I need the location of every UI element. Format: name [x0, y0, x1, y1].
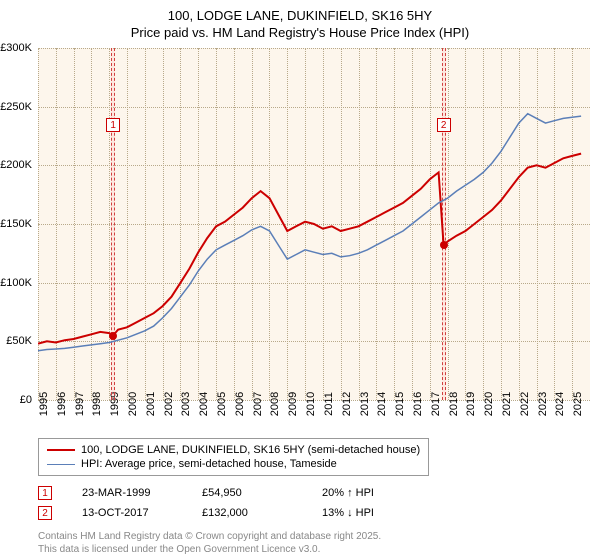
y-tick-label: £100K — [0, 277, 32, 289]
legend-row: 100, LODGE LANE, DUKINFIELD, SK16 5HY (s… — [47, 443, 420, 457]
legend-box: 100, LODGE LANE, DUKINFIELD, SK16 5HY (s… — [38, 438, 429, 476]
sales-row-date: 23-MAR-1999 — [82, 487, 172, 499]
chart-plot-area: £0£50K£100K£150K£200K£250K£300K199519961… — [38, 48, 590, 400]
sales-row: 2 13-OCT-2017 £132,000 13% ↓ HPI — [38, 506, 590, 520]
legend-label: HPI: Average price, semi-detached house,… — [81, 458, 337, 470]
y-tick-label: £250K — [0, 101, 32, 113]
title-line-1: 100, LODGE LANE, DUKINFIELD, SK16 5HY — [0, 8, 600, 23]
legend-swatch — [47, 464, 75, 465]
attribution-text: Contains HM Land Registry data © Crown c… — [38, 530, 381, 556]
y-tick-label: £50K — [6, 335, 32, 347]
y-tick-label: £200K — [0, 159, 32, 171]
sales-row-marker: 1 — [38, 486, 52, 500]
legend-row: HPI: Average price, semi-detached house,… — [47, 457, 420, 471]
chart-container: 100, LODGE LANE, DUKINFIELD, SK16 5HY Pr… — [0, 0, 600, 560]
series-price_paid — [38, 154, 581, 344]
sales-row-date: 13-OCT-2017 — [82, 507, 172, 519]
y-tick-label: £0 — [20, 394, 32, 406]
sales-row-delta: 20% ↑ HPI — [322, 487, 412, 499]
legend-label: 100, LODGE LANE, DUKINFIELD, SK16 5HY (s… — [81, 444, 420, 456]
attribution-line-2: This data is licensed under the Open Gov… — [38, 543, 381, 556]
sales-row-price: £132,000 — [202, 507, 292, 519]
legend-swatch — [47, 449, 75, 451]
sales-row-delta: 13% ↓ HPI — [322, 507, 412, 519]
attribution-line-1: Contains HM Land Registry data © Crown c… — [38, 530, 381, 543]
title-line-2: Price paid vs. HM Land Registry's House … — [0, 25, 600, 40]
sales-row-marker: 2 — [38, 506, 52, 520]
y-tick-label: £150K — [0, 218, 32, 230]
title-block: 100, LODGE LANE, DUKINFIELD, SK16 5HY Pr… — [0, 0, 600, 40]
series-hpi — [38, 114, 581, 351]
sales-row-price: £54,950 — [202, 487, 292, 499]
sales-row: 1 23-MAR-1999 £54,950 20% ↑ HPI — [38, 486, 590, 500]
y-tick-label: £300K — [0, 42, 32, 54]
sales-table: 1 23-MAR-1999 £54,950 20% ↑ HPI 2 13-OCT-2017… — [38, 486, 590, 520]
legend-and-table: 100, LODGE LANE, DUKINFIELD, SK16 5HY (s… — [38, 438, 590, 526]
chart-lines-svg — [38, 48, 590, 400]
